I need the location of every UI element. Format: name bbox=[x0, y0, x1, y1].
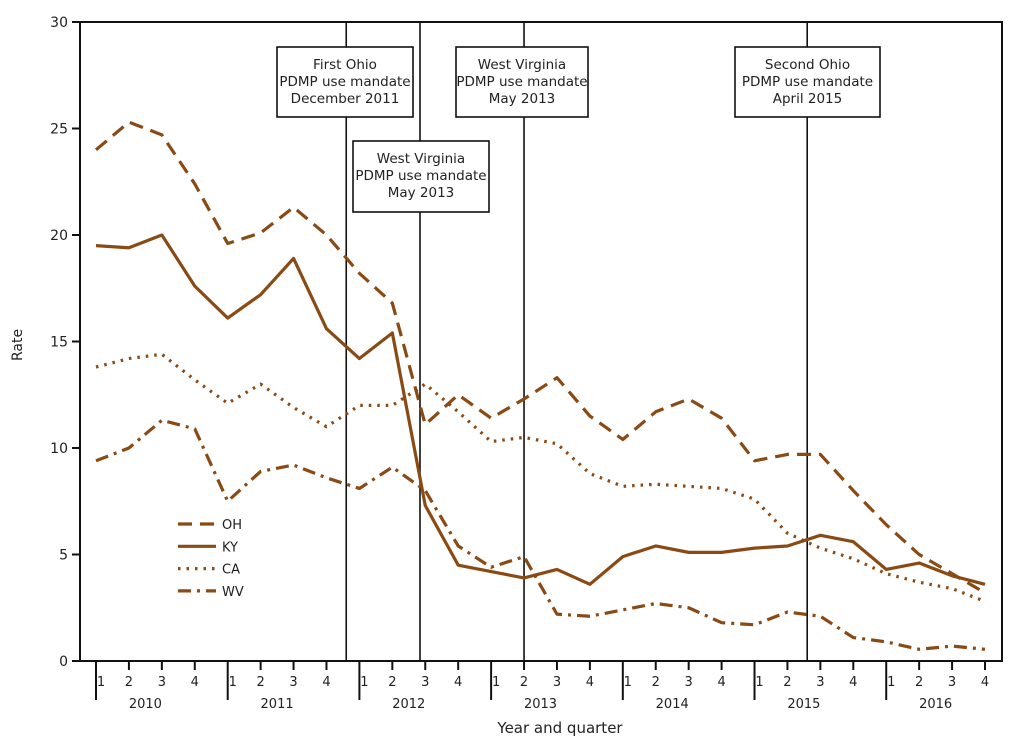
year-label: 2016 bbox=[919, 697, 952, 712]
quarter-label: 2 bbox=[388, 675, 396, 690]
quarter-label: 2 bbox=[125, 675, 133, 690]
quarter-label: 1 bbox=[624, 675, 632, 690]
series-line-ky bbox=[95, 233, 986, 586]
annotation-box bbox=[276, 46, 414, 118]
quarter-label: 2 bbox=[915, 675, 923, 690]
quarter-label: 1 bbox=[97, 675, 105, 690]
annotation-text: December 2011 bbox=[291, 91, 400, 107]
quarter-label: 4 bbox=[191, 675, 199, 690]
quarter-label: 4 bbox=[454, 675, 462, 690]
quarter-label: 2 bbox=[520, 675, 528, 690]
quarter-label: 4 bbox=[322, 675, 330, 690]
series-line-wv bbox=[95, 418, 986, 651]
quarter-label: 4 bbox=[586, 675, 594, 690]
year-label: 2011 bbox=[261, 697, 294, 712]
x-axis-label: Year and quarter bbox=[496, 719, 623, 737]
y-tick-label: 10 bbox=[50, 441, 68, 457]
annotation-text: May 2013 bbox=[489, 91, 556, 107]
annotation-text: Second Ohio bbox=[765, 57, 850, 73]
quarter-label: 3 bbox=[158, 675, 166, 690]
legend-label: WV bbox=[222, 585, 244, 600]
quarter-label: 3 bbox=[421, 675, 429, 690]
annotation-text: West Virginia bbox=[478, 57, 566, 73]
legend-label: KY bbox=[222, 540, 238, 555]
annotation-text: May 2013 bbox=[388, 185, 455, 201]
quarter-label: 1 bbox=[887, 675, 895, 690]
quarter-label: 2 bbox=[783, 675, 791, 690]
annotation-text: April 2015 bbox=[773, 91, 843, 107]
year-label: 2010 bbox=[129, 697, 162, 712]
annotation-text: West Virginia bbox=[377, 151, 465, 167]
quarter-label: 2 bbox=[652, 675, 660, 690]
quarter-label: 3 bbox=[289, 675, 297, 690]
plot-frame bbox=[79, 21, 1003, 662]
y-tick-label: 5 bbox=[59, 548, 68, 564]
annotation-text: First Ohio bbox=[313, 57, 377, 73]
quarter-label: 1 bbox=[755, 675, 763, 690]
quarter-label: 1 bbox=[360, 675, 368, 690]
year-label: 2012 bbox=[392, 697, 425, 712]
year-label: 2015 bbox=[787, 697, 820, 712]
y-axis-label: Rate bbox=[10, 329, 26, 361]
legend-label: CA bbox=[222, 563, 240, 578]
y-tick-label: 25 bbox=[50, 122, 68, 138]
legend-label: OH bbox=[222, 518, 242, 533]
annotation-text: PDMP use mandate bbox=[742, 74, 873, 90]
annotation-text: PDMP use mandate bbox=[279, 74, 410, 90]
annotation-text: PDMP use mandate bbox=[456, 74, 587, 90]
annotation-box bbox=[734, 46, 881, 118]
y-tick-label: 20 bbox=[50, 228, 68, 244]
year-label: 2013 bbox=[524, 697, 557, 712]
annotation-box bbox=[352, 140, 490, 213]
quarter-label: 1 bbox=[492, 675, 500, 690]
annotation-text: PDMP use mandate bbox=[355, 168, 486, 184]
quarter-label: 3 bbox=[816, 675, 824, 690]
quarter-label: 1 bbox=[229, 675, 237, 690]
y-tick-label: 15 bbox=[50, 335, 68, 351]
quarter-label: 3 bbox=[948, 675, 956, 690]
series-line-oh bbox=[94, 120, 986, 595]
quarter-label: 3 bbox=[553, 675, 561, 690]
quarter-label: 4 bbox=[981, 675, 989, 690]
y-tick-label: 30 bbox=[50, 15, 68, 31]
quarter-label: 3 bbox=[685, 675, 693, 690]
quarter-label: 4 bbox=[717, 675, 725, 690]
y-tick-label: 0 bbox=[59, 654, 68, 670]
annotation-box bbox=[455, 46, 589, 118]
quarter-label: 2 bbox=[256, 675, 264, 690]
quarter-label: 4 bbox=[849, 675, 857, 690]
year-label: 2014 bbox=[656, 697, 689, 712]
